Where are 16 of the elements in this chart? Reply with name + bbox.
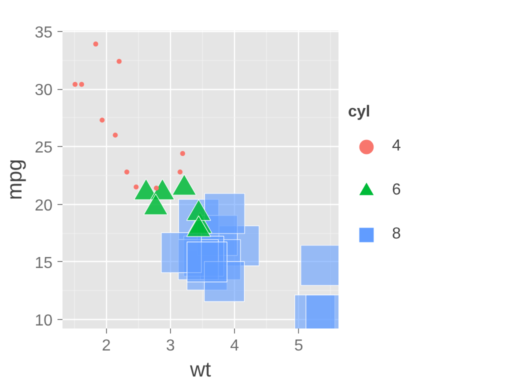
legend-label: 4 bbox=[392, 138, 402, 156]
y-tick-label: 15 bbox=[34, 254, 53, 272]
x-tick-label: 2 bbox=[102, 338, 111, 354]
y-tick-label: 10 bbox=[34, 312, 53, 330]
x-tick-label: 5 bbox=[294, 338, 304, 354]
y-tick-label: 30 bbox=[34, 82, 53, 100]
y-tick-label: 20 bbox=[34, 197, 53, 214]
y-axis-title: mpg bbox=[4, 159, 27, 200]
legend-title: cyl bbox=[348, 104, 372, 122]
legend-label: 6 bbox=[392, 182, 402, 200]
y-tick-label: 25 bbox=[34, 140, 53, 157]
legend-label: 8 bbox=[392, 226, 402, 244]
x-tick-label: 4 bbox=[230, 338, 240, 354]
x-tick-label: 3 bbox=[166, 338, 175, 354]
x-axis-title: wt bbox=[189, 358, 212, 382]
y-tick-label: 35 bbox=[34, 24, 53, 42]
